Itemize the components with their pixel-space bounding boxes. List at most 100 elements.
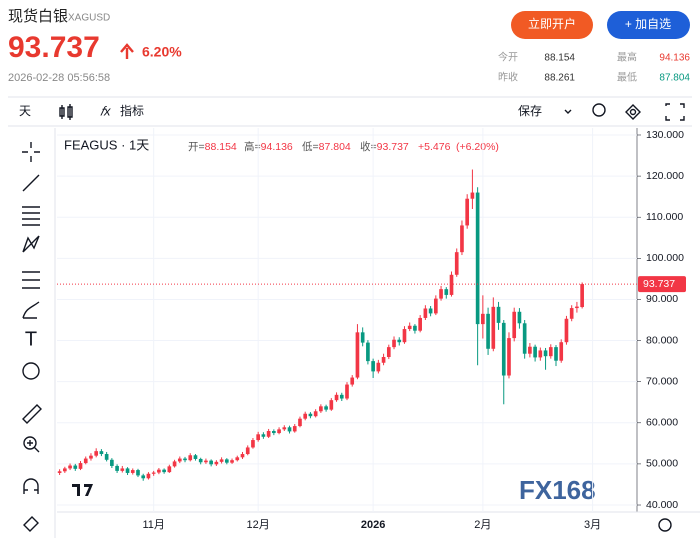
legend-value: 87.804 [319, 141, 351, 153]
stat-value: 87.804 [659, 73, 690, 84]
title: 现货白银 [8, 8, 68, 25]
stat-value: 88.154 [544, 53, 575, 64]
alert-icon[interactable] [592, 103, 606, 117]
candle-body [198, 458, 203, 463]
candle-body [434, 298, 438, 314]
y-tick-label: 60.000 [646, 417, 678, 429]
open-account-label[interactable]: 立即开户 [528, 16, 576, 31]
y-tick-label: 80.000 [646, 334, 678, 346]
x-tick-label: 2月 [474, 519, 491, 531]
y-tick-label: 110.000 [646, 211, 683, 223]
watermark: FX168 [519, 475, 596, 505]
candle-body [350, 377, 355, 385]
symbol: XAGUSD [68, 13, 110, 24]
legend-field: 高=94.136 [244, 140, 293, 153]
candle-body [83, 458, 88, 464]
stat-label: 昨收 [498, 71, 518, 84]
pattern-tool[interactable] [22, 235, 40, 253]
y-tick-label: 40.000 [646, 499, 678, 511]
candle-body [339, 394, 344, 399]
price: 93.737 [8, 31, 100, 64]
candle-body [298, 418, 302, 427]
candle-body [381, 357, 386, 363]
candle-body [162, 469, 166, 473]
indicators-button[interactable]: 指标 [120, 103, 144, 118]
stat-label: 今开 [498, 51, 518, 64]
candle-body [136, 470, 140, 476]
dropdown-icon[interactable] [564, 109, 572, 114]
stat-label: 最高 [617, 51, 637, 64]
stat-value: 94.136 [659, 53, 690, 64]
candle-body [261, 434, 266, 437]
projection-tool[interactable] [22, 271, 40, 289]
candle-body [345, 384, 349, 399]
candle-body [115, 465, 119, 471]
chart-type-icon[interactable] [59, 104, 73, 120]
candle-body [402, 329, 407, 343]
candle-body [146, 473, 151, 479]
brush-tool[interactable] [22, 301, 40, 319]
candle-body [188, 455, 193, 461]
candle-body [245, 447, 250, 455]
candle-body [418, 317, 422, 331]
ruler-tool[interactable] [22, 404, 42, 424]
settings-dot [629, 108, 637, 116]
candle-body [177, 458, 182, 462]
legend-field: 低=87.804 [302, 140, 351, 153]
candle-body [68, 465, 72, 469]
candle-body [512, 311, 517, 339]
candle-body [392, 339, 396, 348]
candle-body [439, 289, 443, 299]
y-tick-label: 70.000 [646, 375, 678, 387]
y-tick-label: 90.000 [646, 293, 678, 305]
legend-label: 收= [360, 140, 377, 153]
change: 6.20% [142, 44, 182, 60]
candle-body [528, 346, 532, 354]
legend-value: 93.737 [377, 141, 409, 153]
fx-icon[interactable]: 𝑓x [100, 103, 111, 118]
candle-body [89, 455, 93, 459]
trendline-tool[interactable] [22, 174, 40, 192]
candle-body [580, 284, 584, 308]
candle-body [73, 465, 78, 469]
crosshair-tool[interactable] [22, 142, 40, 162]
candle-body [282, 427, 287, 430]
legend-label: 开= [188, 141, 205, 153]
watchlist-label[interactable]: + 加自选 [625, 17, 671, 31]
candle-body [491, 306, 496, 349]
last-price-box [638, 276, 686, 293]
zoom-tool[interactable] [23, 436, 37, 450]
open-account-button[interactable] [511, 11, 593, 39]
candle-body [423, 308, 428, 318]
candle-body [428, 308, 433, 314]
settings-icon[interactable] [625, 104, 641, 120]
candle-body [313, 411, 318, 417]
legend-label: 低= [302, 140, 319, 153]
x-tick-label: 2026 [361, 519, 385, 531]
y-tick-label: 50.000 [646, 458, 678, 470]
candle-body [334, 394, 339, 401]
candle-body [287, 427, 292, 432]
text-tool[interactable]: T [25, 328, 37, 350]
interval-button[interactable]: 天 [19, 104, 31, 118]
candle-body [167, 466, 172, 473]
erase-tool[interactable] [23, 516, 39, 532]
candle-body [548, 347, 553, 357]
watchlist-button[interactable] [607, 11, 690, 39]
legend-field: 开=88.154 [188, 141, 237, 153]
magnet-tool[interactable] [23, 478, 39, 494]
candle-body [224, 459, 229, 463]
candle-body [141, 475, 146, 479]
save-button[interactable]: 保存 [518, 104, 542, 118]
emoji-tool[interactable] [22, 362, 40, 380]
candle-body [78, 463, 83, 469]
candle-body [522, 323, 527, 354]
fullscreen-icon[interactable] [665, 103, 685, 121]
up-arrow [120, 43, 134, 59]
axis-settings-icon[interactable] [658, 518, 672, 532]
candle-body [366, 342, 370, 362]
fib-tool[interactable] [22, 206, 40, 226]
candle-body [475, 192, 480, 325]
